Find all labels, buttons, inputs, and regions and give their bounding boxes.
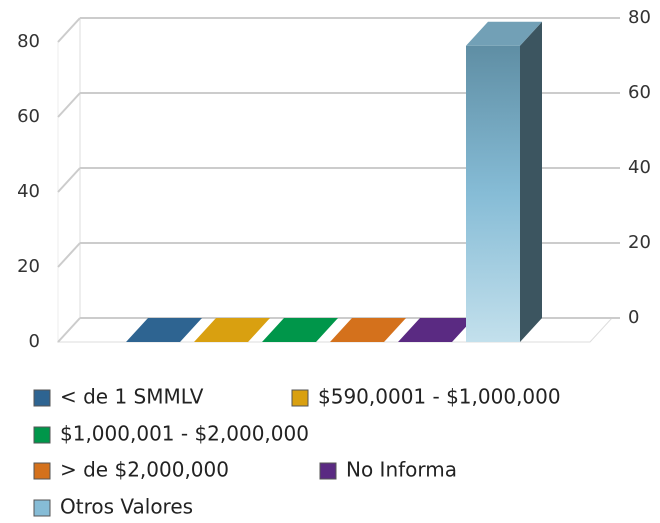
bar xyxy=(330,318,406,342)
y-tick-label: 0 xyxy=(29,331,40,352)
bar xyxy=(194,318,270,342)
y-tick-label: 40 xyxy=(17,181,40,202)
y2-tick-label: 80 xyxy=(628,7,651,28)
grid-line-wall xyxy=(57,242,81,268)
grid-line-wall xyxy=(57,92,81,118)
bar-top xyxy=(262,318,338,342)
y-tick-label: 80 xyxy=(17,31,40,52)
legend-swatch xyxy=(33,499,51,517)
legend-label: $590,0001 - $1,000,000 xyxy=(318,385,561,409)
y-tick-label: 20 xyxy=(17,256,40,277)
y2-tick-label: 40 xyxy=(628,157,651,178)
legend-swatch xyxy=(291,389,309,407)
grid-line-wall xyxy=(57,17,81,43)
bar xyxy=(262,318,338,342)
y2-tick-label: 60 xyxy=(628,82,651,103)
y2-tick-label: 20 xyxy=(628,232,651,253)
bar xyxy=(398,318,474,342)
legend-swatch xyxy=(33,426,51,444)
legend-label: < de 1 SMMLV xyxy=(60,385,204,409)
y2-tick-label: 0 xyxy=(628,307,639,328)
bar-top xyxy=(398,318,474,342)
grid-line-wall xyxy=(57,167,81,193)
bar-side xyxy=(520,21,542,342)
legend-label: $1,000,001 - $2,000,000 xyxy=(60,422,309,446)
bar-front xyxy=(466,45,520,342)
grid-line-wall xyxy=(57,317,81,343)
legend-label: Otros Valores xyxy=(60,495,193,519)
bar-top xyxy=(330,318,406,342)
bar xyxy=(466,21,542,342)
legend-swatch xyxy=(33,462,51,480)
legend-swatch xyxy=(33,389,51,407)
bar xyxy=(126,318,202,342)
legend-swatch xyxy=(319,462,337,480)
legend-label: > de $2,000,000 xyxy=(60,458,229,482)
legend-label: No Informa xyxy=(346,458,457,482)
bar-top xyxy=(466,21,542,46)
bar-top xyxy=(194,318,270,342)
y-tick-label: 60 xyxy=(17,106,40,127)
bar-top xyxy=(126,318,202,342)
